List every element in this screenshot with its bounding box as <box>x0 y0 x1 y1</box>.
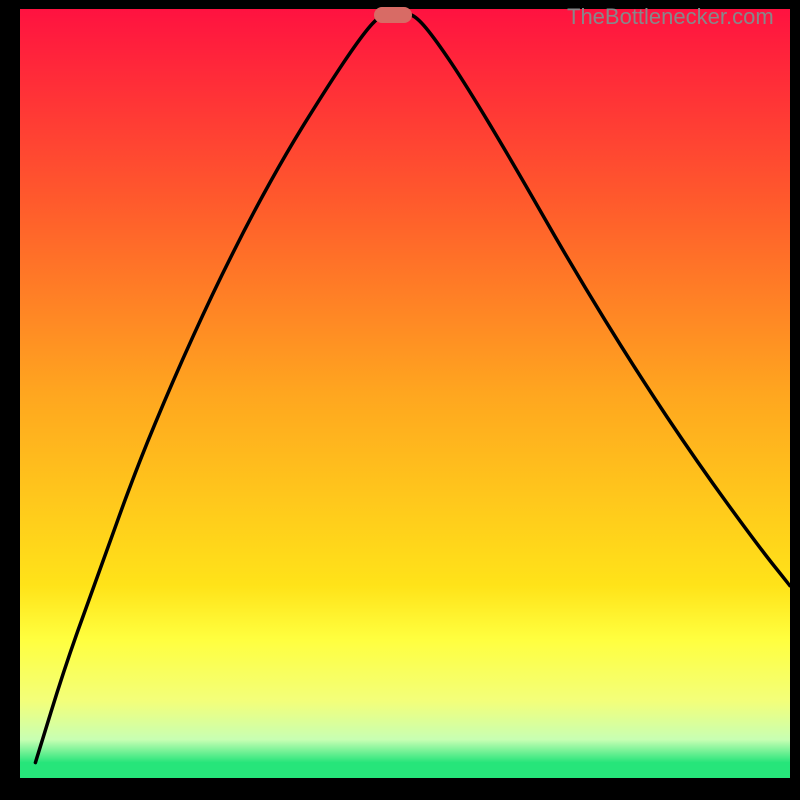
chart-container: TheBottlenecker.com <box>0 0 800 800</box>
optimal-marker <box>374 7 412 23</box>
plot-area <box>20 9 790 778</box>
watermark-text: TheBottlenecker.com <box>567 4 774 30</box>
